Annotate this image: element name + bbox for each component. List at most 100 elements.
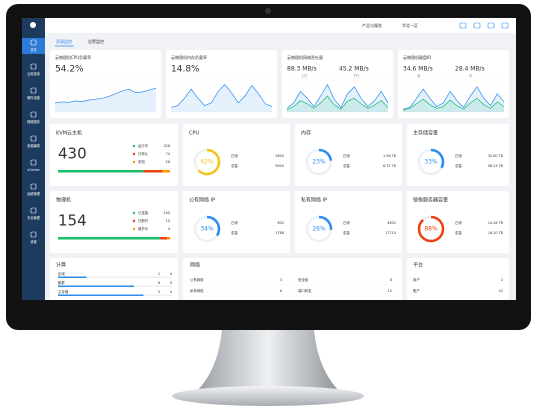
row-label: 总量 bbox=[231, 230, 238, 235]
nav-icon[interactable] bbox=[30, 111, 37, 118]
nav-item[interactable]: 总览 bbox=[30, 47, 36, 52]
menu-item[interactable]: 华北一区 bbox=[402, 22, 418, 28]
reading: 45.2 MB/s bbox=[339, 66, 369, 73]
card-title: 云物理机内存负载率 bbox=[171, 54, 207, 60]
card bbox=[407, 191, 509, 253]
row-value: 1.56 TB bbox=[383, 154, 397, 158]
card-title: 公有网络 IP bbox=[189, 197, 215, 204]
row-value: 9000 bbox=[275, 164, 284, 168]
row-value: 17710 bbox=[385, 231, 396, 235]
stand-neck bbox=[196, 330, 340, 392]
nav-icon[interactable] bbox=[30, 159, 37, 166]
header-icon[interactable] bbox=[473, 22, 481, 29]
card-title: 云物理机磁盘IO bbox=[403, 54, 431, 60]
nav-icon[interactable] bbox=[30, 135, 37, 142]
row-label: 已用 bbox=[231, 154, 238, 158]
header-icon[interactable] bbox=[459, 22, 467, 29]
card bbox=[166, 50, 277, 118]
line bbox=[170, 84, 273, 108]
nav-item[interactable]: 网络服务 bbox=[27, 119, 41, 124]
card bbox=[407, 124, 509, 186]
area bbox=[403, 98, 504, 112]
row-value: 3 bbox=[280, 278, 282, 282]
legend-dot bbox=[132, 211, 136, 215]
stand-base bbox=[172, 386, 364, 406]
card bbox=[183, 191, 290, 253]
nav-item[interactable]: 设置 bbox=[30, 239, 36, 244]
nav-item[interactable]: vCenter bbox=[27, 168, 40, 172]
row-value: 98.23 TB bbox=[488, 164, 504, 168]
reading-sub: 写 bbox=[469, 74, 472, 78]
row-label: 端口转发 bbox=[298, 288, 312, 293]
legend-count: 74 bbox=[166, 152, 170, 156]
card-title: 网络 bbox=[190, 262, 200, 269]
row-value: 6 bbox=[158, 281, 160, 285]
progress-bar bbox=[58, 294, 144, 296]
card-title: 主存储容量 bbox=[413, 130, 438, 137]
nav-item[interactable]: 平台管理 bbox=[27, 215, 41, 220]
row-label: 已用 bbox=[231, 221, 238, 225]
reading-sub: 上行 bbox=[301, 73, 308, 78]
gauge-label: 62% bbox=[200, 159, 214, 166]
nav-icon[interactable] bbox=[30, 87, 37, 94]
row-label: 已用 bbox=[455, 221, 462, 225]
legend-name: 已停止 bbox=[138, 151, 149, 156]
menu-item[interactable]: 产品与服务 bbox=[362, 22, 382, 28]
area bbox=[55, 88, 156, 112]
nav-item[interactable]: 运维管理 bbox=[27, 191, 41, 196]
nav-item[interactable]: 硬件设施 bbox=[27, 95, 41, 100]
legend-dot bbox=[132, 152, 136, 156]
row-value: 3 bbox=[158, 290, 160, 294]
card-title: 云物理机网络吞吐量 bbox=[287, 54, 323, 60]
reading: 88.3 MB/s bbox=[287, 66, 317, 73]
gauge-label: 88% bbox=[424, 226, 438, 233]
progress-bar bbox=[58, 276, 87, 278]
card bbox=[295, 191, 402, 253]
card bbox=[295, 124, 402, 186]
header-icon[interactable] bbox=[501, 22, 509, 29]
row-label: 已用 bbox=[343, 154, 350, 158]
status-segment bbox=[159, 237, 168, 240]
nav-item[interactable]: 云资源池 bbox=[27, 71, 41, 76]
line bbox=[286, 83, 389, 109]
row-total: 4 bbox=[170, 290, 172, 294]
nav-icon[interactable] bbox=[30, 183, 37, 190]
card-title: 镜像服务器容量 bbox=[413, 197, 448, 204]
status-segment bbox=[58, 170, 144, 173]
sidebar bbox=[22, 18, 45, 300]
legend-name: 维护中 bbox=[138, 226, 149, 231]
row-total: 4 bbox=[170, 272, 172, 276]
card-title: 平台 bbox=[413, 262, 423, 269]
row-label: 账户 bbox=[413, 288, 420, 293]
legend-count: 328 bbox=[164, 144, 170, 148]
card bbox=[407, 258, 509, 300]
nav-icon[interactable] bbox=[30, 63, 37, 70]
nav-item[interactable]: 资源编排 bbox=[27, 143, 41, 148]
row-value: 32.60 TB bbox=[488, 154, 504, 158]
nav-icon[interactable] bbox=[30, 207, 37, 214]
row-value: 6 bbox=[280, 289, 282, 293]
gauge-arc bbox=[193, 215, 221, 243]
gauge-label: 26% bbox=[312, 226, 326, 233]
nav-icon[interactable] bbox=[30, 39, 37, 46]
row-value: 8 bbox=[390, 278, 392, 282]
nav-icon[interactable] bbox=[30, 231, 37, 238]
top-bar bbox=[45, 18, 516, 33]
line bbox=[286, 95, 389, 111]
line bbox=[402, 86, 505, 110]
area bbox=[403, 86, 504, 112]
tab[interactable]: 告警监控 bbox=[88, 38, 104, 44]
reading: 28.4 MB/s bbox=[455, 66, 485, 73]
total: 430 bbox=[58, 145, 87, 163]
gauge-arc bbox=[417, 215, 445, 243]
row-label: 私有网络 bbox=[190, 288, 204, 293]
legend-count: 4 bbox=[168, 227, 170, 231]
header-icon[interactable] bbox=[487, 22, 495, 29]
row-value: 602 bbox=[278, 221, 284, 225]
reading-sub: 下行 bbox=[353, 73, 360, 78]
tab[interactable]: 资源监控 bbox=[56, 38, 72, 44]
status-segment bbox=[58, 237, 160, 240]
row-label: 安全组 bbox=[298, 277, 309, 282]
card bbox=[183, 124, 290, 186]
